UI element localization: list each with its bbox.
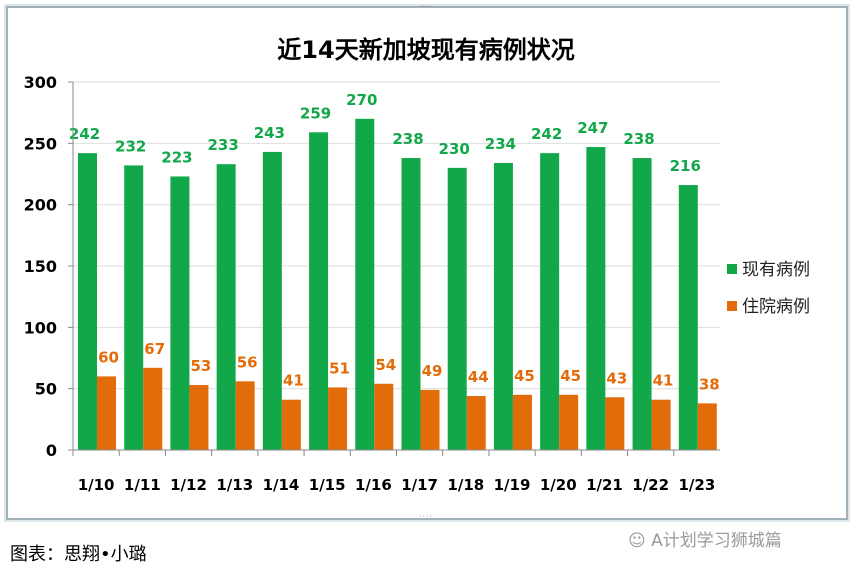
- data-label: 38: [699, 375, 720, 393]
- bar-hospitalized: [512, 394, 532, 450]
- x-tick-label: 1/16: [355, 476, 392, 494]
- data-label: 247: [577, 119, 608, 137]
- watermark-text: A计划学习狮城篇: [651, 531, 782, 551]
- data-label: 233: [207, 136, 238, 154]
- bar-active: [632, 158, 652, 450]
- bar-active: [447, 167, 467, 450]
- y-tick-label: 100: [24, 318, 57, 337]
- bar-hospitalized: [97, 376, 116, 450]
- y-tick-label: 200: [24, 196, 57, 215]
- x-tick-label: 1/22: [632, 476, 669, 494]
- bar-active: [586, 147, 606, 450]
- x-tick-label: 1/18: [447, 476, 484, 494]
- legend-swatch: [727, 301, 737, 311]
- bar-active: [309, 132, 329, 450]
- bar-active: [170, 176, 190, 450]
- x-tick-label: 1/10: [78, 476, 115, 494]
- bar-active: [355, 118, 375, 451]
- data-label: 41: [283, 372, 304, 390]
- x-tick-label: 1/21: [586, 476, 623, 494]
- bar-hospitalized: [328, 387, 348, 450]
- chart-title: 近14天新加坡现有病例状况: [277, 36, 574, 64]
- bar-active: [493, 162, 513, 450]
- data-label: 243: [254, 124, 285, 142]
- x-tick-label: 1/11: [124, 476, 161, 494]
- data-label: 67: [144, 340, 165, 358]
- y-tick-label: 50: [35, 380, 57, 399]
- x-tick-label: 1/19: [494, 476, 531, 494]
- x-tick-label: 1/17: [401, 476, 438, 494]
- bar-hospitalized: [235, 381, 255, 450]
- legend-label: 住院病例: [742, 297, 810, 317]
- data-label: 51: [329, 359, 350, 377]
- x-tick-label: 1/14: [263, 476, 300, 494]
- bar-active: [540, 153, 560, 450]
- bar-hospitalized: [143, 367, 163, 450]
- bar-hospitalized: [697, 403, 717, 450]
- data-label: 234: [485, 135, 516, 153]
- resize-handle-top[interactable]: ····: [419, 2, 434, 11]
- bar-hospitalized: [651, 399, 671, 450]
- data-label: 238: [623, 130, 654, 148]
- y-tick-label: 0: [46, 441, 57, 460]
- watermark: ☺ A计划学习狮城篇: [628, 526, 782, 551]
- figure-caption: 图表：思翔•小璐: [10, 544, 147, 565]
- data-label: 45: [560, 367, 581, 385]
- data-label: 53: [190, 357, 211, 375]
- data-label: 232: [115, 137, 146, 155]
- data-label: 49: [422, 362, 443, 380]
- bar-hospitalized: [189, 384, 209, 450]
- bar-active: [124, 165, 144, 450]
- y-tick-label: 150: [24, 257, 57, 276]
- bar-hospitalized: [281, 399, 301, 450]
- x-tick-label: 1/15: [309, 476, 346, 494]
- data-label: 242: [69, 125, 100, 143]
- data-label: 230: [439, 140, 470, 158]
- data-label: 43: [606, 369, 627, 387]
- bar-active: [401, 158, 421, 450]
- bar-active: [216, 164, 236, 451]
- legend-label: 现有病例: [742, 260, 810, 280]
- bar-hospitalized: [605, 397, 625, 450]
- data-label: 238: [392, 130, 423, 148]
- data-label: 216: [670, 157, 701, 175]
- data-label: 242: [531, 125, 562, 143]
- y-tick-label: 300: [24, 73, 57, 92]
- x-tick-label: 1/13: [216, 476, 253, 494]
- bar-hospitalized: [374, 383, 394, 450]
- wechat-icon: ☺: [628, 531, 646, 551]
- data-label: 56: [237, 353, 258, 371]
- x-tick-label: 1/20: [540, 476, 577, 494]
- bar-active: [262, 151, 282, 451]
- bar-active: [678, 185, 698, 451]
- resize-handle-bottom[interactable]: ····: [419, 512, 434, 521]
- data-label: 41: [653, 372, 674, 390]
- bar-hospitalized: [559, 394, 579, 450]
- y-tick-label: 250: [24, 134, 57, 153]
- data-label: 54: [375, 356, 396, 374]
- legend-swatch: [727, 264, 737, 274]
- data-label: 44: [468, 368, 489, 386]
- x-tick-label: 1/12: [170, 476, 207, 494]
- data-label: 259: [300, 104, 331, 122]
- bar-hospitalized: [466, 396, 486, 450]
- data-label: 45: [514, 367, 535, 385]
- bar-chart: 近14天新加坡现有病例状况 242 60 232 67 223 53 233 56 243 41 2…: [24, 36, 810, 494]
- bar-active: [78, 153, 97, 450]
- data-label: 60: [98, 348, 119, 366]
- bar-hospitalized: [420, 389, 440, 450]
- data-label: 223: [161, 148, 192, 166]
- data-label: 270: [346, 91, 377, 109]
- x-tick-label: 1/23: [678, 476, 715, 494]
